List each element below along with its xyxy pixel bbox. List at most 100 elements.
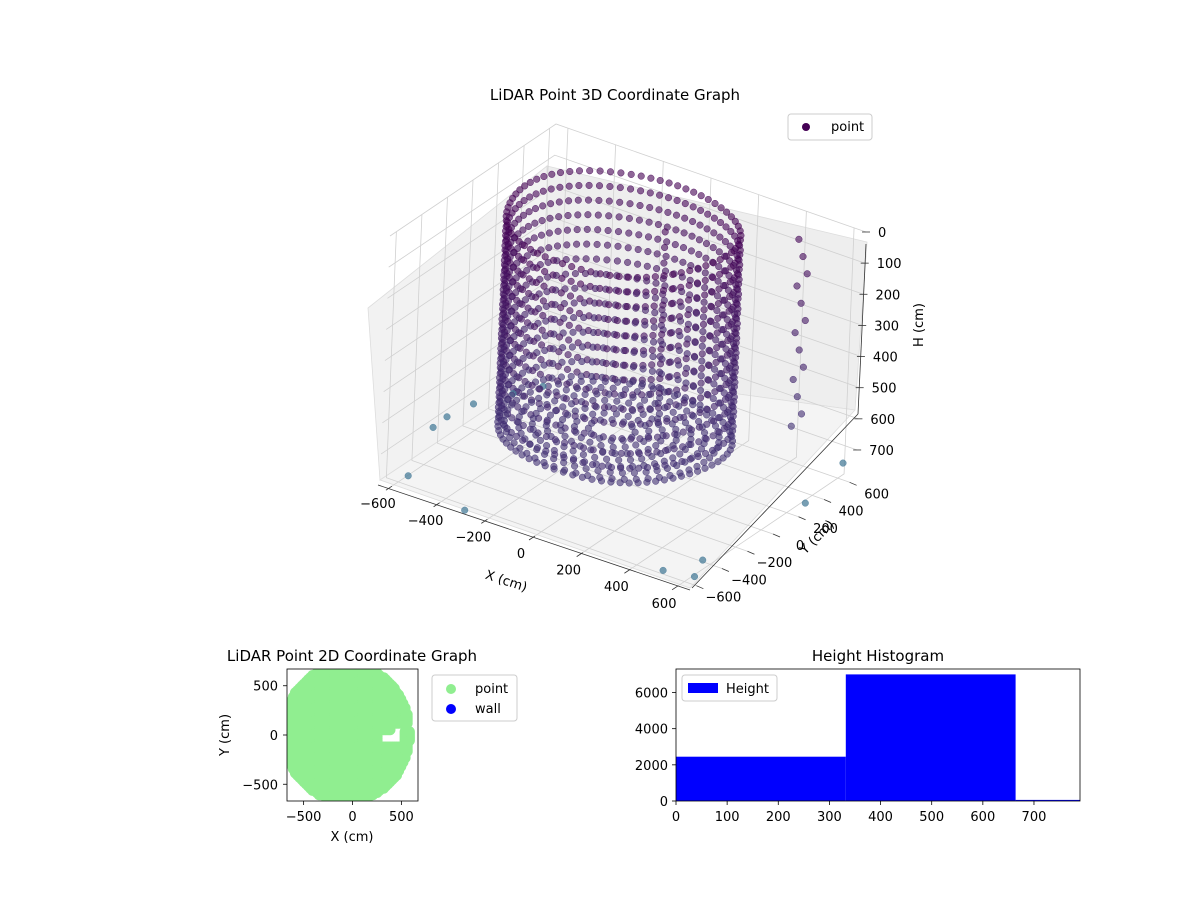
chart-3d-title: LiDAR Point 3D Coordinate Graph [490,86,740,104]
scatter-3d-point [648,453,656,461]
scatter-3d-point [726,278,734,286]
scatter-3d-point [557,304,565,312]
scatter-3d-point [613,257,621,265]
scatter-3d-point [542,302,550,310]
scatter-3d-point [555,380,563,388]
scatter-3d-point [685,296,693,304]
scatter-3d-point [603,256,611,264]
scatter-3d-point [603,330,612,338]
scatter-3d-point [635,464,643,472]
scatter-3d-point [594,467,602,475]
y-tick-label-3d: 200 [813,522,838,537]
hist-x-tick-label: 200 [766,810,791,825]
scatter-3d-points [404,167,847,581]
scatter-3d-point [533,445,541,454]
scatter-3d-point [716,256,724,264]
scatter-3d-point [589,446,597,454]
scatter-3d-point [617,449,625,457]
scatter-3d-point [530,234,538,242]
scatter-3d-point [615,287,623,295]
scatter-3d-point [552,286,560,294]
scatter-3d-point [668,420,676,428]
y-tick-3d [849,481,857,486]
scatter-3d-point [709,244,717,252]
scatter-3d-point [662,432,670,440]
scatter-3d-point [653,265,661,273]
scatter-3d-point [711,388,719,396]
scatter-3d-point [627,170,635,178]
scatter-3d-point [691,338,699,347]
scatter-3d-point [639,410,647,418]
scatter-3d-point [591,284,599,293]
scatter-3d-point [657,450,665,458]
scatter-3d-point [682,355,690,363]
scatter-3d-point [552,421,560,429]
scatter-3d-point [609,419,617,427]
scatter-3d-point [594,211,602,219]
scatter-3d-point [694,452,702,461]
scatter-3d-point [550,330,558,338]
scatter-3d-point [606,468,614,476]
scatter-3d-point [641,421,649,430]
scatter-3d-point [681,458,689,466]
scatter-3d-point [575,309,583,317]
scatter-3d-point [795,346,803,354]
scatter-3d-point [726,292,734,301]
scatter-3d-point [539,297,547,305]
scatter-3d-point [698,342,706,350]
scatter-3d-point [665,179,673,187]
ticks-2d: −500 0 500 500 0 −500 [242,680,414,825]
legend-2d-point-label: point [475,682,508,697]
scatter-3d-point [567,277,575,285]
scatter-3d-point [710,449,718,457]
scatter-3d-point [604,226,612,235]
scatter-3d-point [689,383,698,391]
scatter-3d-point [643,262,651,270]
scatter-3d-point [697,394,705,402]
scatter-3d-point [567,372,575,380]
scatter-3d-point [641,306,650,314]
scatter-3d-point [575,181,583,190]
scatter-3d-point [708,303,716,311]
scatter-3d-point [644,233,653,241]
y-tick-label-3d: 600 [864,487,889,502]
scatter-3d-point [727,227,735,236]
scatter-3d-point [515,374,523,382]
scatter-3d-point [706,347,714,355]
scatter-3d-point [712,336,720,344]
scatter-3d-point [577,280,585,288]
y-tick-3d [747,550,755,555]
scatter-3d-point [799,363,807,371]
scatter-3d-point [553,242,562,250]
scatter-3d-point [541,346,549,355]
scatter-3d-point [797,299,805,307]
scatter-3d-point [603,241,612,249]
z-tick-label-3d: 0 [878,226,886,241]
scatter-3d-point [633,275,641,283]
scatter-3d-point [650,302,658,310]
scatter-3d-point [713,292,722,300]
scatter-3d-point [659,566,667,574]
scatter-3d-point [540,172,548,181]
scatter-3d-point [571,284,579,292]
scatter-3d-point [691,353,699,361]
scatter-3d-point [545,244,553,252]
scatter-3d-point [723,351,731,359]
scatter-3d-point [589,461,597,469]
scatter-3d-point [702,240,711,248]
scatter-3d-point [626,456,635,464]
scatter-3d-point [703,411,711,419]
scatter-3d-point [429,423,437,431]
scatter-3d-point [623,317,631,325]
scatter-3d-point [564,211,572,220]
scatter-3d-point [589,343,597,351]
y-tick-label-3d: 400 [839,505,864,520]
z-axis-label-3d: H (cm) [912,303,927,347]
scatter-3d-point [704,210,712,218]
scatter-3d-point [617,169,625,177]
histogram-legend-label: Height [726,682,769,697]
scatter-3d-point [565,197,573,205]
scatter-3d-point [614,302,622,310]
scatter-3d-point [631,428,639,436]
